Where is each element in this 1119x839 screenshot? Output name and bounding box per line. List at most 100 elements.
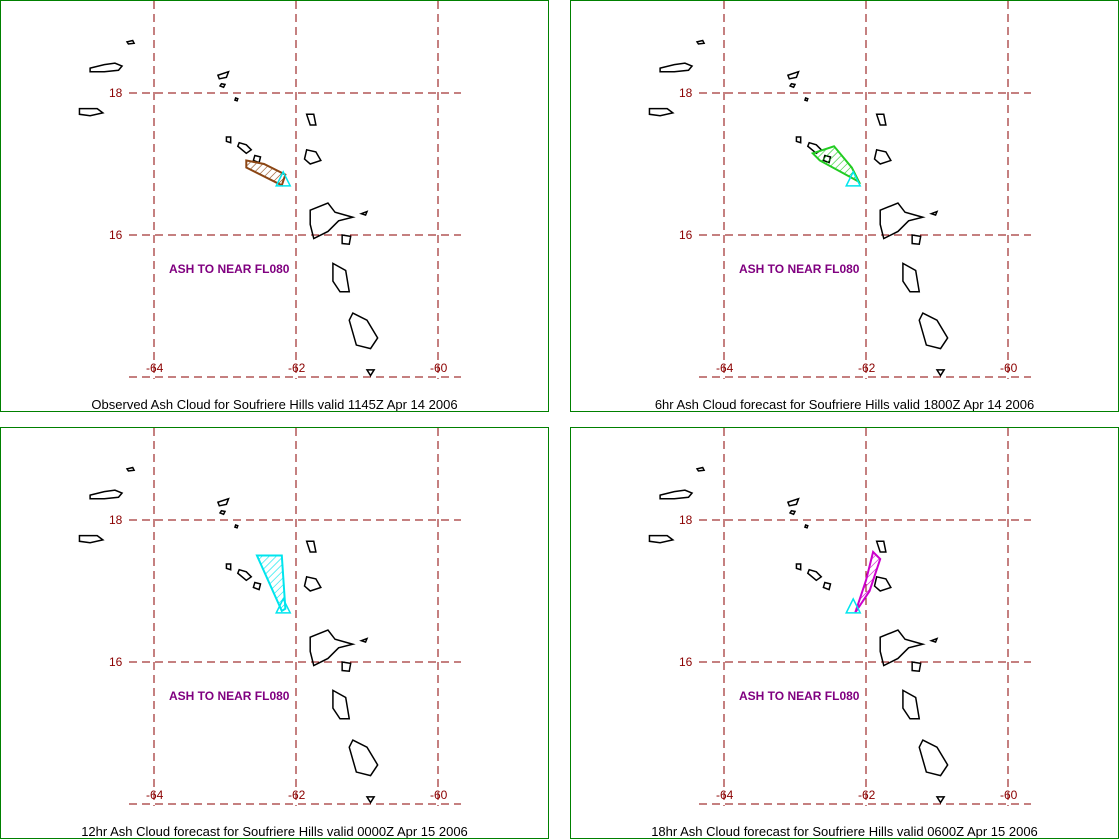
island-outline (695, 39, 706, 45)
lat-tick-label: 16 (679, 655, 693, 669)
island-outline (875, 540, 887, 553)
island-outline (788, 82, 797, 89)
island-outline (236, 568, 253, 582)
map-canvas: 18 16 -64 -62 -60 ASH TO NEAR FL080 (648, 428, 1031, 806)
island-outline (365, 796, 376, 804)
lon-tick-label: -62 (858, 361, 876, 375)
island-outline (873, 575, 892, 592)
lat-tick-label: 18 (109, 513, 123, 527)
volcano-icon (275, 597, 292, 614)
ash-level-label: ASH TO NEAR FL080 (739, 689, 860, 703)
island-outline (348, 739, 379, 777)
island-outline (911, 234, 922, 246)
island-outline (795, 563, 802, 571)
island-outline (935, 369, 946, 377)
lat-tick-label: 16 (679, 228, 693, 242)
lat-tick-label: 18 (679, 513, 693, 527)
lat-tick-label: 16 (109, 655, 123, 669)
island-outline (786, 497, 800, 507)
panel-caption: 12hr Ash Cloud forecast for Soufriere Hi… (81, 824, 468, 839)
island-outline (659, 62, 694, 73)
island-outline (929, 210, 939, 217)
lon-tick-label: -64 (146, 361, 164, 375)
island-outline (918, 312, 949, 350)
ash-level-label: ASH TO NEAR FL080 (169, 689, 290, 703)
island-outline (303, 148, 322, 165)
island-outline (233, 524, 239, 529)
lon-tick-label: -62 (288, 361, 306, 375)
island-outline (873, 148, 892, 165)
island-outline (216, 497, 230, 507)
island-outline (365, 369, 376, 377)
lon-tick-label: -62 (288, 788, 306, 802)
island-outline (348, 312, 379, 350)
island-outline (305, 540, 317, 553)
lon-tick-label: -60 (430, 361, 448, 375)
island-outline (695, 466, 706, 472)
lon-tick-label: -60 (430, 788, 448, 802)
island-outline (902, 689, 921, 720)
lon-tick-label: -64 (146, 788, 164, 802)
island-outline (236, 141, 253, 155)
panel-caption: Observed Ash Cloud for Soufriere Hills v… (91, 397, 458, 412)
ash-cloud-polygon (255, 554, 287, 613)
map-canvas: 18 16 -64 -62 -60 ASH TO NEAR FL080 (78, 428, 461, 806)
island-outline (359, 637, 369, 644)
island-outline (341, 234, 352, 246)
ash-cloud-polygon (854, 549, 882, 613)
island-outline (795, 136, 802, 144)
lon-tick-label: -60 (1000, 788, 1018, 802)
island-outline (78, 107, 105, 117)
island-outline (648, 107, 675, 117)
island-outline (935, 796, 946, 804)
ash-level-label: ASH TO NEAR FL080 (739, 262, 860, 276)
panel-caption: 18hr Ash Cloud forecast for Soufriere Hi… (651, 824, 1038, 839)
ash-cloud-polygon (810, 145, 862, 185)
island-outline (216, 70, 230, 80)
ash-level-label: ASH TO NEAR FL080 (169, 262, 290, 276)
island-outline (911, 661, 922, 673)
island-outline (309, 202, 356, 240)
island-outline (332, 689, 351, 720)
island-outline (786, 70, 800, 80)
island-outline (659, 489, 694, 500)
island-outline (125, 39, 136, 45)
island-outline (309, 629, 356, 667)
island-outline (918, 739, 949, 777)
island-outline (225, 563, 232, 571)
island-outline (303, 575, 322, 592)
island-outline (806, 568, 823, 582)
lon-tick-label: -64 (716, 788, 734, 802)
island-outline (305, 113, 317, 126)
volcano-icon (275, 170, 292, 187)
island-outline (233, 97, 239, 102)
map-panel-18hr: 18 16 -64 -62 -60 ASH TO NEAR FL080 18hr Ash … (570, 427, 1119, 839)
lon-tick-label: -62 (858, 788, 876, 802)
lon-tick-label: -64 (716, 361, 734, 375)
map-canvas: 18 16 -64 -62 -60 ASH TO NEAR FL080 (648, 1, 1031, 379)
island-outline (929, 637, 939, 644)
volcano-icon (845, 170, 862, 187)
island-outline (218, 82, 227, 89)
lat-tick-label: 18 (109, 86, 123, 100)
island-outline (803, 97, 809, 102)
map-panel-observed: 18 16 -64 -62 -60 ASH TO NEAR FL080 Observed … (0, 0, 549, 412)
island-outline (252, 581, 262, 591)
island-outline (879, 202, 926, 240)
island-outline (803, 524, 809, 529)
lat-tick-label: 16 (109, 228, 123, 242)
island-outline (125, 466, 136, 472)
ash-cloud-polygon (245, 159, 287, 187)
island-outline (89, 62, 124, 73)
island-outline (359, 210, 369, 217)
island-outline (648, 534, 675, 544)
island-outline (902, 262, 921, 293)
island-outline (875, 113, 887, 126)
island-outline (341, 661, 352, 673)
island-outline (218, 509, 227, 516)
island-outline (78, 534, 105, 544)
map-canvas: 18 16 -64 -62 -60 ASH TO NEAR FL080 (78, 1, 461, 379)
island-outline (879, 629, 926, 667)
lat-tick-label: 18 (679, 86, 693, 100)
island-outline (225, 136, 232, 144)
